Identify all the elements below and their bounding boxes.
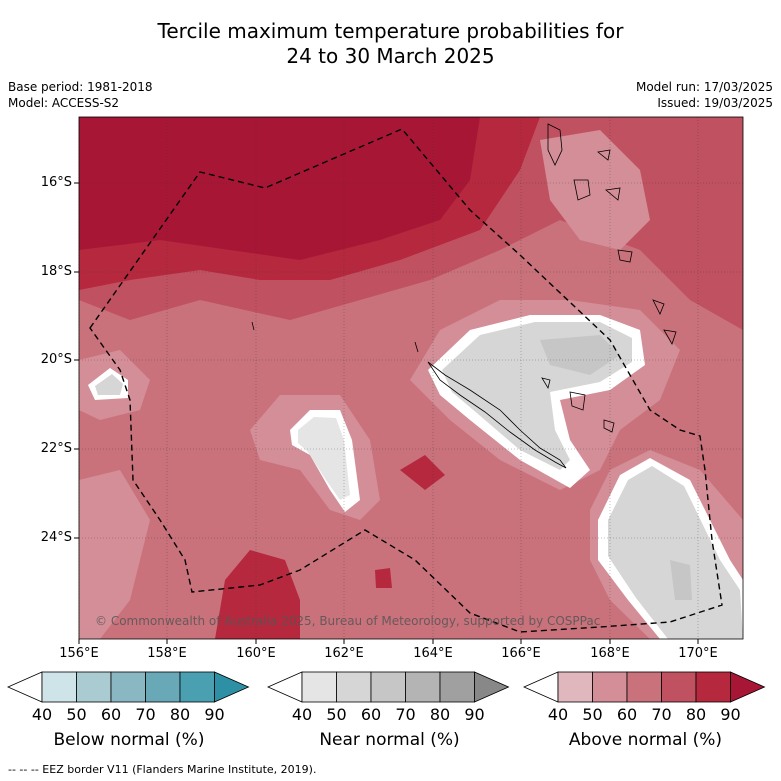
lon-label-158e: 158°E — [147, 646, 187, 661]
title-line-2: 24 to 30 March 2025 — [286, 44, 495, 68]
field-south-blob — [215, 550, 300, 639]
colorbar-near-tick: 50 — [326, 705, 347, 724]
colorbar-near-tick: 90 — [464, 705, 485, 724]
lat-label-22s: 22°S — [40, 441, 72, 456]
loyalty-coast-1 — [569, 391, 586, 411]
chart-title: Tercile maximum temperature probabilitie… — [0, 19, 781, 69]
title-line-1: Tercile maximum temperature probabilitie… — [157, 19, 624, 43]
probability-field — [79, 117, 743, 639]
field-nc-grey-dark — [540, 335, 620, 375]
field-sw-band — [79, 470, 150, 639]
colorbar-above-tick: 60 — [616, 705, 638, 724]
tick-marks — [74, 182, 699, 644]
field-red-spot-2 — [375, 568, 392, 588]
eez-footer-note: -- -- -- EEZ border V11 (Flanders Marine… — [8, 763, 317, 776]
colorbar-below-tick: 50 — [66, 705, 87, 724]
colorbar-below-segment — [145, 671, 181, 703]
colorbar-near-segment — [405, 671, 441, 703]
eez-border — [89, 128, 723, 633]
colorbar-below-high-extend — [214, 671, 250, 703]
copyright-notice: © Commonwealth of Australia 2025, Bureau… — [95, 614, 601, 628]
colorbar-above-high-extend — [730, 671, 766, 703]
field-central-grey — [298, 417, 350, 500]
lon-label-160e: 160°E — [236, 646, 276, 661]
colorbar-below-segment — [110, 671, 146, 703]
colorbar-near-segment — [301, 671, 337, 703]
loyalty-coast-3 — [541, 377, 551, 390]
model-name: Model: ACCESS-S2 — [8, 96, 120, 110]
lon-label-164e: 164°E — [413, 646, 453, 661]
colorbar-above-segment — [592, 671, 628, 703]
colorbar-above-tick: 40 — [547, 705, 569, 724]
colorbar-above-tick: 80 — [685, 705, 707, 724]
vanuatu-coast-4 — [605, 187, 621, 201]
vanuatu-coast-1 — [547, 123, 563, 166]
lon-label-166e: 166°E — [501, 646, 541, 661]
colorbar-label-below: Below normal (%) — [53, 730, 205, 750]
colorbar-near-tick: 80 — [429, 705, 451, 724]
colorbar-above-segment — [695, 671, 731, 703]
field-se-grey-dark — [670, 560, 692, 600]
colorbar-below-tick: 60 — [100, 705, 122, 724]
colorbar-near-tick: 40 — [291, 705, 313, 724]
field-band-90 — [79, 117, 480, 260]
colorbar-below-tick: 80 — [169, 705, 191, 724]
colorbar-near-high-extend — [474, 671, 510, 703]
meta-left: Base period: 1981-2018 Model: ACCESS-S2 — [8, 79, 153, 111]
lat-label-18s: 18°S — [40, 264, 72, 279]
loyalty-coast-2 — [603, 419, 615, 433]
colorbar-near-segment — [336, 671, 372, 703]
new-caledonia-coast — [427, 361, 567, 469]
meta-right: Model run: 17/03/2025 Issued: 19/03/2025 — [636, 79, 773, 111]
lon-label-168e: 168°E — [590, 646, 630, 661]
colorbar-below-low-extend — [7, 671, 43, 703]
field-west-grey — [95, 374, 123, 395]
colorbar-near-tick: 60 — [360, 705, 382, 724]
lon-label-162e: 162°E — [324, 646, 364, 661]
vanuatu-coast-5 — [617, 249, 633, 263]
issued-date: Issued: 19/03/2025 — [657, 96, 773, 110]
colorbar-near-segment — [370, 671, 406, 703]
vanuatu-coast-7 — [663, 329, 677, 345]
field-vanuatu-pale — [540, 130, 650, 250]
colorbar-above-tick: 90 — [720, 705, 741, 724]
colorbar-below-segment — [76, 671, 112, 703]
colorbar-above-segment — [557, 671, 593, 703]
vanuatu-coast-6 — [652, 299, 665, 315]
colorbar-above-segment — [661, 671, 697, 703]
colorbar-near-segment — [439, 671, 475, 703]
colorbar-above-tick: 70 — [651, 705, 672, 724]
colorbar-label-above: Above normal (%) — [568, 730, 723, 750]
colorbar-above-segment — [626, 671, 662, 703]
lat-label-24s: 24°S — [40, 530, 72, 545]
lat-label-20s: 20°S — [40, 352, 72, 367]
lon-label-156e: 156°E — [59, 646, 99, 661]
colorbar-below-segment — [179, 671, 215, 703]
colorbar-above-tick: 50 — [582, 705, 603, 724]
colorbar-below-tick: 70 — [135, 705, 156, 724]
base-period: Base period: 1981-2018 — [8, 80, 153, 94]
model-run: Model run: 17/03/2025 — [635, 80, 773, 94]
field-red-spot-1 — [400, 455, 445, 490]
colorbar-below-tick: 90 — [204, 705, 225, 724]
vanuatu-coast-3 — [573, 179, 591, 201]
colorbar-below-tick: 40 — [31, 705, 53, 724]
coastlines — [251, 123, 677, 469]
lon-label-170e: 170°E — [678, 646, 718, 661]
colorbar-label-near: Near normal (%) — [319, 730, 460, 750]
colorbar-near-tick: 70 — [395, 705, 416, 724]
colorbars — [7, 671, 766, 703]
colorbar-near-low-extend — [267, 671, 303, 703]
colorbar-above-low-extend — [523, 671, 559, 703]
field-se-grey — [608, 466, 743, 639]
vanuatu-coast-2 — [597, 149, 611, 161]
lat-label-16s: 16°S — [40, 175, 72, 190]
colorbar-below-segment — [41, 671, 77, 703]
map-frame — [78, 116, 744, 640]
